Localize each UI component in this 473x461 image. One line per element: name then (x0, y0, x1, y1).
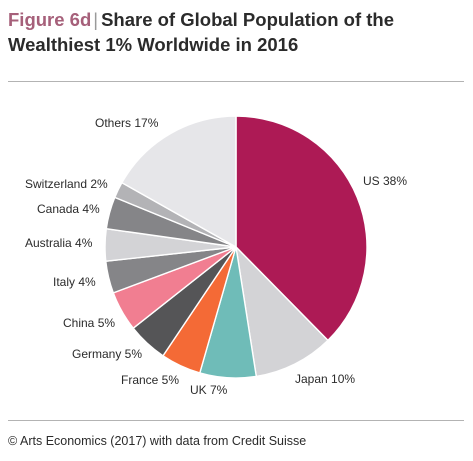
pie-slice-us (235, 115, 368, 342)
slice-label-others: Others 17% (95, 116, 159, 130)
title-line-2: Wealthiest 1% Worldwide in 2016 (8, 34, 299, 55)
title-line-1: Figure 6d | Share of Global Population of … (8, 7, 468, 32)
slice-label-germany: Germany 5% (72, 347, 142, 361)
slice-label-australia: Australia 4% (25, 236, 93, 250)
pie-slice-others (120, 115, 237, 249)
figure-label: Figure 6d (8, 9, 92, 30)
slice-label-france: France 5% (121, 373, 179, 387)
title-text-1: Share of Global Population of the (101, 9, 394, 30)
pie-slice-japan (234, 244, 329, 378)
slice-label-china: China 5% (63, 316, 115, 330)
slice-label-us: US 38% (363, 174, 407, 188)
slice-label-uk: UK 7% (190, 383, 228, 397)
slice-label-switzerland: Switzerland 2% (25, 177, 108, 191)
title-separator: | (93, 9, 99, 30)
slice-label-italy: Italy 4% (53, 275, 96, 289)
slice-label-japan: Japan 10% (295, 372, 355, 386)
source-note: © Arts Economics (2017) with data from C… (8, 434, 307, 448)
bottom-divider (8, 420, 464, 421)
chart-title: Figure 6d | Share of Global Population of … (8, 7, 468, 58)
top-divider (8, 81, 464, 82)
slice-label-canada: Canada 4% (37, 202, 100, 216)
